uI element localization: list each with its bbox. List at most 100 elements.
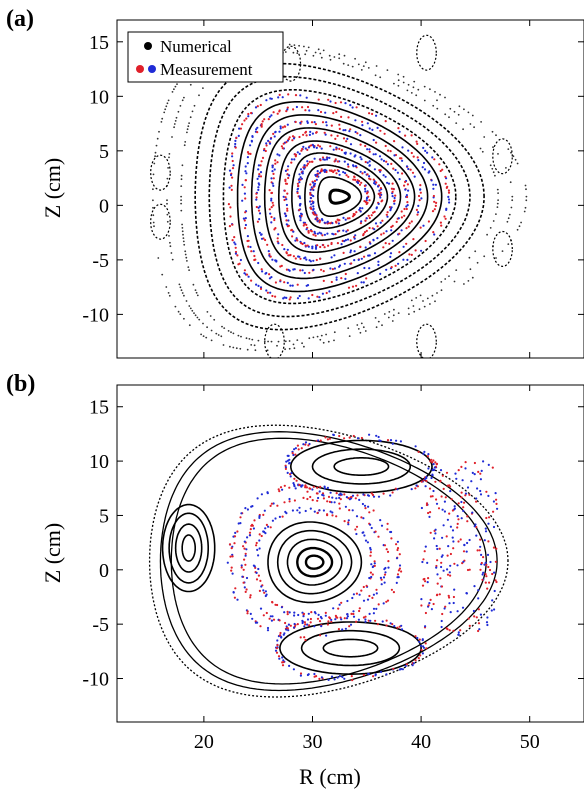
measurement-point (448, 512, 451, 515)
measurement-point (296, 283, 299, 286)
measurement-point (288, 458, 291, 461)
numerical-dot (413, 80, 416, 83)
measurement-point (420, 197, 423, 200)
measurement-point (231, 167, 235, 170)
measurement-point (342, 229, 345, 232)
measurement-point (233, 241, 236, 244)
measurement-point (478, 549, 481, 552)
measurement-point (228, 543, 232, 546)
measurement-point (244, 165, 247, 168)
measurement-point (485, 621, 489, 624)
measurement-point (268, 142, 272, 145)
measurement-point (248, 534, 252, 537)
measurement-point (283, 484, 286, 487)
measurement-point (412, 238, 415, 241)
measurement-point (291, 284, 294, 287)
measurement-point (278, 515, 281, 519)
numerical-dot (223, 327, 226, 329)
measurement-point (477, 608, 480, 611)
measurement-point (338, 147, 341, 150)
measurement-point (324, 611, 327, 615)
measurement-point (449, 490, 452, 493)
numerical-dot (474, 250, 477, 253)
measurement-point (380, 233, 383, 236)
measurement-point (322, 243, 325, 247)
measurement-point (345, 496, 348, 499)
numerical-dot (471, 276, 474, 279)
numerical-dot (343, 54, 346, 57)
measurement-point (365, 197, 369, 200)
measurement-point (328, 169, 331, 172)
measurement-point (328, 156, 331, 159)
measurement-point (368, 160, 371, 163)
numerical-island (264, 323, 285, 358)
measurement-point (337, 607, 340, 610)
measurement-point (316, 486, 319, 489)
measurement-point (366, 161, 369, 164)
measurement-point (456, 522, 459, 526)
measurement-point (393, 202, 396, 205)
measurement-point (286, 471, 289, 474)
measurement-point (363, 171, 366, 174)
measurement-point (326, 438, 329, 441)
measurement-point (270, 221, 273, 224)
measurement-point (340, 243, 343, 246)
measurement-point (326, 500, 329, 503)
measurement-point (284, 196, 287, 199)
measurement-point (302, 145, 305, 148)
measurement-point (313, 611, 316, 614)
measurement-point (231, 239, 234, 242)
measurement-point (269, 255, 272, 258)
numerical-dot (200, 333, 203, 336)
numerical-dot (444, 113, 447, 116)
measurement-point (249, 245, 252, 249)
measurement-point (231, 155, 234, 158)
measurement-point (256, 177, 259, 180)
measurement-point (446, 518, 449, 521)
measurement-point (268, 617, 271, 620)
measurement-point (378, 189, 381, 192)
measurement-point (363, 255, 366, 258)
measurement-point (265, 289, 268, 292)
measurement-point (299, 94, 302, 97)
panel-b-ytick-label: 10 (89, 451, 109, 473)
numerical-dot (322, 49, 325, 52)
measurement-point (296, 188, 299, 191)
measurement-point (365, 199, 368, 202)
measurement-point (233, 542, 236, 545)
measurement-point (368, 612, 371, 616)
measurement-point (320, 676, 323, 679)
measurement-point (402, 258, 405, 261)
measurement-point (323, 246, 326, 249)
numerical-dot (511, 199, 514, 202)
measurement-point (261, 156, 265, 159)
measurement-point (250, 140, 253, 143)
measurement-point (468, 624, 471, 628)
measurement-point (440, 619, 443, 623)
numerical-island (150, 203, 171, 240)
measurement-point (294, 453, 297, 456)
measurement-point (256, 548, 259, 552)
numerical-dot (497, 192, 499, 195)
measurement-point (259, 607, 263, 610)
panel-b: (b) Z (cm) R (cm) -10 -5 0 5 10 15 20 30… (6, 371, 584, 789)
measurement-point (441, 168, 444, 171)
numerical-dot (407, 307, 410, 310)
measurement-point (336, 616, 339, 619)
measurement-point (330, 675, 334, 678)
measurement-point (279, 279, 282, 282)
measurement-point (417, 211, 420, 214)
measurement-point (429, 495, 432, 498)
measurement-point (395, 557, 399, 560)
measurement-point (461, 479, 464, 482)
numerical-dot (194, 289, 197, 291)
numerical-dot (516, 162, 519, 165)
measurement-point (264, 594, 267, 598)
measurement-point (287, 176, 290, 180)
measurement-point (405, 242, 408, 245)
measurement-point (490, 609, 493, 612)
numerical-dot (180, 289, 183, 292)
measurement-point (338, 173, 341, 176)
numerical-dot (298, 44, 300, 47)
measurement-point (284, 466, 287, 469)
